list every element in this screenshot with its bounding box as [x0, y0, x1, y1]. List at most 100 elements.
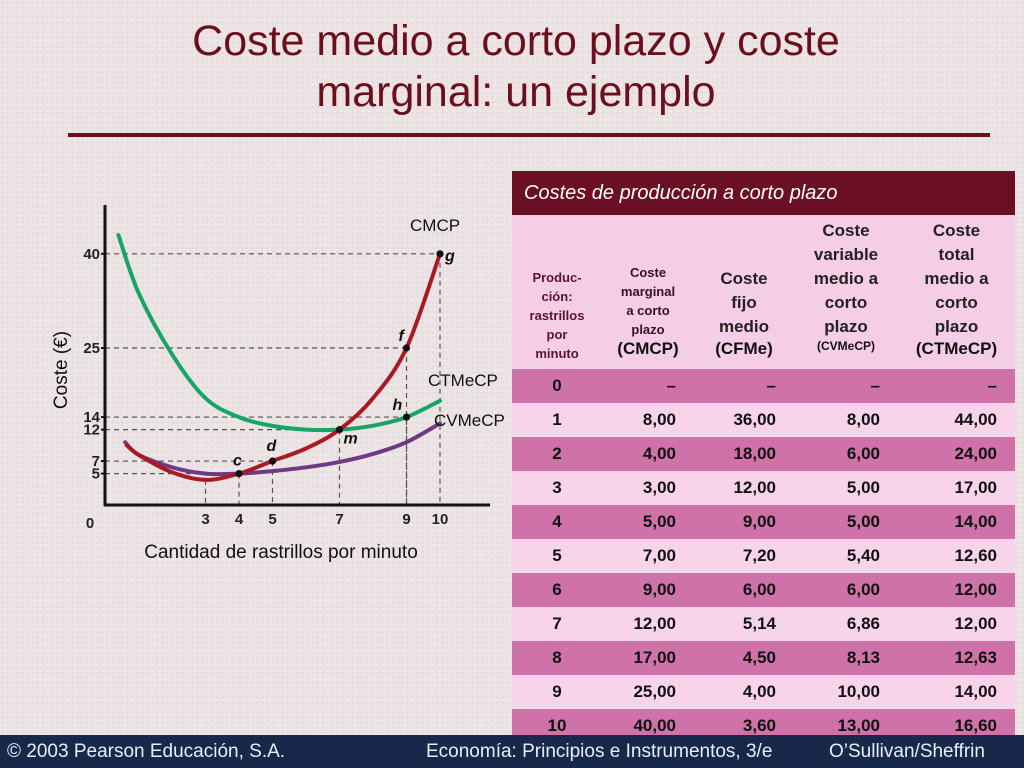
- table-cell: 4: [512, 505, 602, 539]
- cost-table: Produc-ción: rastrillos por minuto Coste mar…: [512, 215, 1015, 743]
- table-row: 1 8,00 36,00 8,00 44,00: [512, 403, 1015, 437]
- table-row: 7 12,00 5,14 6,86 12,00: [512, 607, 1015, 641]
- column-header-fixed: Coste fijo medio: [694, 215, 794, 339]
- y-tick-label: 5: [92, 466, 100, 483]
- x-axis-title: Cantidad de rastrillos por minuto: [144, 542, 418, 563]
- table-cell: 4,00: [694, 675, 794, 709]
- column-header-line: rastrillos: [529, 308, 585, 323]
- table-row: 9 25,00 4,00 10,00 14,00: [512, 675, 1015, 709]
- column-header-line: corto: [824, 293, 868, 312]
- column-header-line: variable: [813, 245, 879, 264]
- table-cell: 8,13: [794, 641, 898, 675]
- column-header-line: a corto: [626, 303, 670, 318]
- table-cell: 4,00: [602, 437, 694, 471]
- series-label-cvmecp: CVMeCP: [434, 411, 505, 430]
- y-tick-label: 14: [83, 409, 100, 426]
- table-cell: 36,00: [694, 403, 794, 437]
- table-cell: 2: [512, 437, 602, 471]
- table-row: 5 7,00 7,20 5,40 12,60: [512, 539, 1015, 573]
- table-row: 3 3,00 12,00 5,00 17,00: [512, 471, 1015, 505]
- table-row: 0– – – –: [512, 369, 1015, 403]
- slide-title-line-2: marginal: un ejemplo: [316, 68, 716, 116]
- y-tick-label: 25: [83, 340, 100, 357]
- x-tick-label: 9: [402, 511, 410, 528]
- table-cell: 3,00: [602, 471, 694, 505]
- table-cell: 6,00: [794, 437, 898, 471]
- table-cell: 5,00: [794, 505, 898, 539]
- column-header-line: minuto: [535, 346, 579, 361]
- table-cell: 5,00: [794, 471, 898, 505]
- table-cell: 4,50: [694, 641, 794, 675]
- column-header-total: Coste total medio a corto plazo: [898, 215, 1015, 339]
- point-label-c: c: [233, 453, 242, 470]
- table-row: 4 5,00 9,00 5,00 14,00: [512, 505, 1015, 539]
- table-cell: 7,00: [602, 539, 694, 573]
- footer-book-title: Economía: Principios e Instrumentos, 3/e: [426, 741, 773, 762]
- chart-axes: [103, 205, 490, 507]
- table-cell: 9,00: [602, 573, 694, 607]
- table-cell: 5,00: [602, 505, 694, 539]
- table-cell: –: [694, 369, 794, 403]
- y-axis-title: Coste (€): [51, 331, 72, 409]
- column-abbr-ctmecp: (CTMeCP): [898, 339, 1015, 369]
- table-cell: 12,00: [602, 607, 694, 641]
- chart-points: c d m h f g: [233, 248, 455, 478]
- slide-title-line-1: Coste medio a corto plazo y coste: [192, 17, 840, 65]
- column-header-line: Coste: [932, 221, 981, 240]
- column-header-line: marginal: [620, 284, 676, 299]
- data-point-f: [402, 344, 411, 352]
- x-tick-label: 3: [201, 511, 209, 528]
- data-point-m: [335, 426, 344, 434]
- series-label-ctmecp: CTMeCP: [428, 371, 498, 390]
- series-line-cvmecp: [123, 421, 442, 477]
- x-tick-label: 4: [235, 511, 244, 528]
- column-header-variable: Coste variable medio a corto plazo: [794, 215, 898, 339]
- table-cell: 8,00: [602, 403, 694, 437]
- column-header-line: Coste: [720, 269, 768, 288]
- table-cell: 0: [512, 369, 602, 403]
- column-header-line: Coste: [822, 221, 870, 240]
- footer: © 2003 Pearson Educación, S.A. Economía:…: [0, 735, 1024, 768]
- data-point-d: [268, 457, 277, 465]
- column-abbr-cmcp: (CMCP): [602, 339, 694, 369]
- table-cell: 25,00: [602, 675, 694, 709]
- column-header-line: corto: [935, 293, 978, 312]
- column-header-line: plazo: [824, 317, 868, 336]
- x-tick-labels: 0 3 4 5 7 9 10: [86, 511, 449, 532]
- cost-table-body: 0– – – –1 8,00 36,00 8,00 44,00 2 4,00 18,00 6,00 24…: [512, 369, 1015, 743]
- table-cell: 5,40: [794, 539, 898, 573]
- table-cell: 10,00: [794, 675, 898, 709]
- point-label-d: d: [267, 438, 278, 455]
- table-cell: 1: [512, 403, 602, 437]
- column-header-marginal: Coste marginal a corto plazo: [602, 215, 694, 339]
- table-cell: 18,00: [694, 437, 794, 471]
- x-tick-label: 10: [432, 511, 449, 528]
- table-cell: 5,14: [694, 607, 794, 641]
- x-tick-label: 5: [268, 511, 276, 528]
- table-cell: 12,00: [898, 607, 1015, 641]
- column-header-line: Coste: [629, 265, 667, 280]
- column-header-line: por: [546, 327, 568, 342]
- column-header-production: Produc-ción: rastrillos por minuto: [512, 215, 602, 369]
- table-cell: –: [602, 369, 694, 403]
- cost-table-panel: Costes de producción a corto plazo Produ…: [512, 171, 1015, 768]
- column-header-line: medio a: [813, 269, 879, 288]
- table-cell: 14,00: [898, 675, 1015, 709]
- table-cell: 24,00: [898, 437, 1015, 471]
- footer-copyright: © 2003 Pearson Educación, S.A.: [7, 741, 286, 762]
- x-tick-label: 0: [86, 515, 94, 532]
- table-cell: 17,00: [898, 471, 1015, 505]
- table-cell: –: [898, 369, 1015, 403]
- table-cell: 6,00: [794, 573, 898, 607]
- title-underline: [68, 133, 990, 137]
- table-cell: 12,60: [898, 539, 1015, 573]
- table-cell: –: [794, 369, 898, 403]
- table-cell: 9: [512, 675, 602, 709]
- point-label-g: g: [444, 248, 455, 265]
- table-cell: 6,86: [794, 607, 898, 641]
- table-row: 8 17,00 4,50 8,13 12,63: [512, 641, 1015, 675]
- table-cell: 12,00: [694, 471, 794, 505]
- y-tick-label: 7: [92, 453, 100, 470]
- cost-curves: [116, 233, 442, 482]
